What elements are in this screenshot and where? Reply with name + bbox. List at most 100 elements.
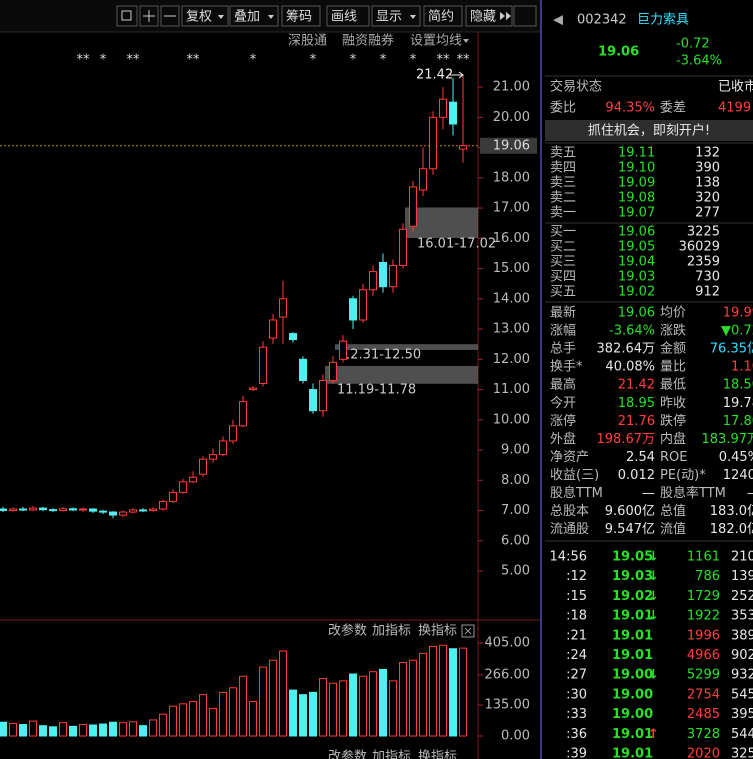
volume-button[interactable]: 加指标 bbox=[372, 624, 411, 639]
dropdown-arrow bbox=[410, 15, 416, 19]
icon-button[interactable] bbox=[116, 5, 138, 27]
book-volume: 2359 bbox=[687, 255, 720, 270]
volume-tick-label: 0.00 bbox=[501, 729, 530, 744]
candle-body bbox=[269, 319, 277, 339]
candle-body bbox=[419, 168, 427, 191]
candle-body bbox=[39, 507, 47, 511]
event-marker: ** bbox=[77, 53, 91, 68]
y-tick-label: 5.00 bbox=[501, 564, 530, 579]
stat-value: 21.76 bbox=[618, 414, 655, 429]
volume-button[interactable]: 改参数 bbox=[328, 749, 367, 759]
tick-time: :12 bbox=[566, 569, 587, 584]
stat-label: 跌停 bbox=[660, 413, 686, 429]
toolbar-label[interactable]: 隐藏 bbox=[470, 10, 496, 25]
stat-value: 18.95 bbox=[618, 396, 655, 411]
book-price: 19.06 bbox=[618, 225, 655, 240]
book-label: 卖三 bbox=[550, 176, 576, 191]
candle-body bbox=[189, 476, 197, 483]
tick-amount: 139 bbox=[731, 569, 753, 584]
candle-body bbox=[219, 440, 227, 456]
volume-bar bbox=[209, 707, 217, 737]
book-label: 买四 bbox=[550, 270, 576, 285]
stat-label: 股息TTM bbox=[550, 485, 603, 501]
high-label: 21.42 bbox=[416, 68, 453, 83]
last-price-label: 19.06 bbox=[493, 138, 530, 153]
tick-volume: 3728 bbox=[687, 727, 720, 742]
subbar-link[interactable]: 设置均线 bbox=[410, 34, 462, 49]
event-marker: ** bbox=[437, 53, 451, 68]
toolbar-button[interactable] bbox=[181, 5, 229, 27]
stat-value: 9.600亿 bbox=[605, 504, 655, 519]
toolbar-label[interactable]: 显示 bbox=[376, 10, 402, 25]
volume-bar bbox=[199, 694, 207, 737]
candle-body bbox=[0, 508, 7, 512]
toolbar-button[interactable] bbox=[513, 5, 537, 27]
volume-button[interactable]: 换指标 bbox=[418, 750, 457, 759]
subbar-link[interactable]: 深股通 bbox=[288, 34, 327, 49]
stat-value: ▼0.72 bbox=[721, 324, 753, 339]
tick-price: 19.00 bbox=[612, 707, 653, 722]
stat-value: 40.08% bbox=[605, 360, 655, 375]
candle-body bbox=[259, 346, 267, 384]
volume-button[interactable]: 换指标 bbox=[418, 624, 457, 639]
toolbar-label[interactable]: 复权 bbox=[186, 9, 212, 25]
volume-bar bbox=[0, 721, 7, 737]
tick-price: 19.02 bbox=[612, 589, 653, 604]
volume-bar bbox=[59, 722, 67, 737]
event-marker: * bbox=[310, 53, 317, 68]
row-label: 交易状态 bbox=[550, 79, 602, 95]
volume-bar bbox=[229, 687, 237, 737]
volume-bar bbox=[299, 694, 307, 737]
toolbar-button[interactable] bbox=[229, 5, 279, 27]
high-arrow bbox=[450, 71, 464, 79]
volume-bar bbox=[189, 701, 197, 737]
volume-bar bbox=[289, 689, 297, 737]
toolbar-icons[interactable] bbox=[116, 5, 180, 27]
tick-volume: 2485 bbox=[687, 707, 720, 722]
back-icon[interactable]: ◀ bbox=[553, 13, 563, 28]
toolbar-button[interactable] bbox=[423, 5, 463, 27]
y-tick-label: 14.00 bbox=[493, 291, 530, 306]
book-price: 19.05 bbox=[618, 240, 655, 255]
toolbar-button[interactable] bbox=[326, 5, 370, 27]
book-label: 买二 bbox=[550, 240, 576, 255]
volume-bar bbox=[99, 723, 107, 737]
toolbar-label[interactable]: 筹码 bbox=[286, 9, 312, 25]
book-label: 卖四 bbox=[550, 161, 576, 176]
subbar-link[interactable]: 融资融券 bbox=[342, 33, 394, 49]
stat-value: 21.42 bbox=[618, 378, 655, 393]
close-button[interactable] bbox=[461, 624, 475, 638]
promo-text[interactable]: 抓住机会，即刻开户! bbox=[588, 123, 710, 139]
stat-value: 19.06 bbox=[618, 306, 655, 321]
stat-label: 总股本 bbox=[550, 504, 589, 519]
candle-body bbox=[79, 508, 87, 511]
tick-price: 19.01 bbox=[612, 648, 653, 663]
toolbar-label[interactable]: 简约 bbox=[428, 9, 454, 25]
event-marker: * bbox=[250, 53, 257, 68]
toolbar-button[interactable] bbox=[465, 5, 513, 27]
volume-bar bbox=[159, 713, 167, 737]
y-tick-label: 20.00 bbox=[493, 110, 530, 125]
stat-label: 换手* bbox=[550, 360, 583, 375]
icon-button[interactable] bbox=[160, 5, 180, 27]
promo-banner[interactable] bbox=[545, 120, 753, 141]
volume-bar bbox=[369, 671, 377, 737]
book-price: 19.09 bbox=[618, 176, 655, 191]
icon-button[interactable] bbox=[139, 5, 159, 27]
book-volume: 912 bbox=[695, 285, 720, 300]
stat-label: 股息率TTM bbox=[660, 485, 726, 501]
toolbar-label[interactable]: 画线 bbox=[331, 10, 357, 25]
zone-label: 16.01-17.02 bbox=[417, 237, 496, 252]
dropdown-arrow bbox=[463, 39, 469, 43]
event-marker: * bbox=[410, 53, 417, 68]
stat-value: 182.0亿 bbox=[710, 522, 753, 537]
toolbar-label[interactable]: 叠加 bbox=[234, 10, 260, 25]
volume-button[interactable]: 改参数 bbox=[328, 623, 367, 639]
candle-body bbox=[129, 509, 137, 513]
toolbar-button[interactable] bbox=[281, 5, 321, 27]
tick-arrow: ↓ bbox=[648, 609, 659, 624]
icon bbox=[143, 10, 155, 22]
toolbar-button[interactable] bbox=[371, 5, 421, 27]
tick-amount: 902 bbox=[731, 648, 753, 663]
volume-button[interactable]: 加指标 bbox=[372, 750, 411, 759]
